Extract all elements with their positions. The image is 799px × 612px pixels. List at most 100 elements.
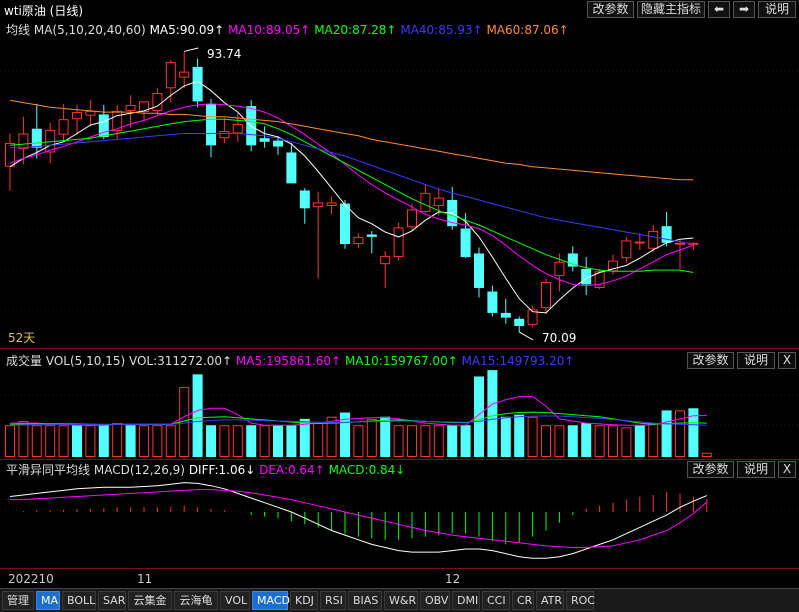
candle-body [514,318,525,326]
tab-boll[interactable]: BOLL [62,591,96,610]
volume-bar [31,425,42,458]
ma-line-ma5 [9,80,694,314]
candle-body [152,93,163,111]
volume-bar [219,425,230,458]
tab-macd[interactable]: MACD [252,591,290,610]
volume-bar [273,425,283,457]
low-marker [518,331,534,341]
volume-legend: 成交量 VOL(5,10,15) VOL:311272.00↑ MA5:1958… [6,352,574,369]
ma-legend-params: MA(5,10,20,40,60) [33,23,146,37]
volume-layer [5,370,712,458]
candle-body [433,197,444,206]
macd-close-icon[interactable]: X [778,461,796,478]
tab-dmi[interactable]: DMI [452,591,480,610]
help-button[interactable]: 说明 [758,1,796,18]
candle-body [581,268,592,285]
volume-legend-params: VOL(5,10,15) [45,354,126,368]
candle-body [554,261,565,277]
tab-vol[interactable]: VOL [220,591,250,610]
tab-item[interactable]: 云海龟 [174,591,218,610]
tab-bias[interactable]: BIAS [348,591,382,610]
volume-bar [675,410,685,457]
volume-bar [608,425,618,458]
volume-bar [58,425,69,458]
volume-bar [380,416,391,457]
tab-obv[interactable]: OBV [420,591,450,610]
price-layer [5,47,699,341]
tab-cr[interactable]: CR [512,591,534,610]
volume-bar [353,425,364,458]
arrow-left-icon[interactable]: ⬅ [708,1,730,18]
candle-body [139,101,149,113]
volume-ma-line-ma5 [10,396,707,426]
volume-bar [634,425,645,457]
days-label: 52天 [8,331,36,345]
ma5-value: MA5:90.09↑ [149,23,225,37]
tab-cci[interactable]: CCI [482,591,510,610]
candle-body [313,202,324,208]
volume-bar [5,425,15,458]
candle-body [286,152,297,184]
tab-item[interactable]: 管理 [2,591,34,610]
candle-body [31,128,42,148]
candle-body [58,119,69,135]
tab-rsi[interactable]: RSI [320,591,346,610]
volume-params-button[interactable]: 改参数 [687,352,734,369]
title-bar: wti原油 (日线) 改参数 隐藏主指标 ⬅ ➡ 说明 [0,0,799,19]
diff-value: DIFF:1.06↓ [188,463,256,477]
volume-bar [420,425,431,458]
indicator-tab-bar: 管理 MA BOLL SAR 云集金 云海龟 VOL MACD KDJ RSI BIAS W&R OBV… [0,588,799,612]
hide-main-indicator-button[interactable]: 隐藏主指标 [637,1,705,18]
volume-ma15-value: MA15:149793.20↑ [461,354,575,368]
volume-bar [286,425,297,457]
volume-ma-line-ma15 [9,415,707,426]
tab-sar[interactable]: SAR [98,591,126,610]
tab-kdj[interactable]: KDJ [290,591,318,610]
high-marker [184,47,199,52]
volume-bar [165,425,176,458]
candle-body [353,236,364,244]
volume-bar [527,416,538,458]
tab-atr[interactable]: ATR [536,591,564,610]
volume-bar [554,425,565,458]
ma-line-ma60 [9,99,694,181]
low-price-label: 70.09 [542,331,577,345]
high-price-label: 93.74 [207,47,242,61]
volume-legend-name: 成交量 [6,354,43,368]
candle-body [112,110,123,132]
candle-body [661,226,672,243]
arrow-right-icon[interactable]: ➡ [733,1,755,18]
volume-help-button[interactable]: 说明 [737,352,775,369]
volume-ma5-value: MA5:195861.60↑ [235,354,342,368]
volume-bar [246,425,257,457]
volume-close-icon[interactable]: X [778,352,796,369]
volume-bar [340,412,350,457]
macd-params-button[interactable]: 改参数 [687,461,734,478]
ma60-value: MA60:87.06↑ [486,23,569,37]
tab-item[interactable]: 云集金 [128,591,172,610]
panel-separator [0,348,799,349]
tab-ma[interactable]: MA [36,591,60,610]
volume-bar [514,414,525,457]
volume-bar [433,425,444,458]
candle-body [648,230,659,249]
macd-help-button[interactable]: 说明 [737,461,775,478]
tab-roc[interactable]: ROC [566,591,595,610]
candle-body [407,209,417,228]
volume-bar [474,376,484,457]
volume-bar [648,423,659,458]
candle-body [500,312,511,318]
volume-value: VOL:311272.00↑ [128,354,233,368]
volume-bar [192,374,203,457]
volume-bar [85,425,96,458]
candle-body [232,123,243,134]
panel-separator [0,459,799,460]
volume-bar [112,423,123,458]
volume-bar [313,423,324,458]
params-button[interactable]: 改参数 [587,1,634,18]
volume-bar [487,370,498,457]
macd-legend: 平滑异同平均线 MACD(12,26,9) DIFF:1.06↓ DEA:0.6… [6,461,405,478]
date-label: 11 [137,572,153,586]
candle-body [192,66,203,102]
tab-w-r[interactable]: W&R [384,591,418,610]
